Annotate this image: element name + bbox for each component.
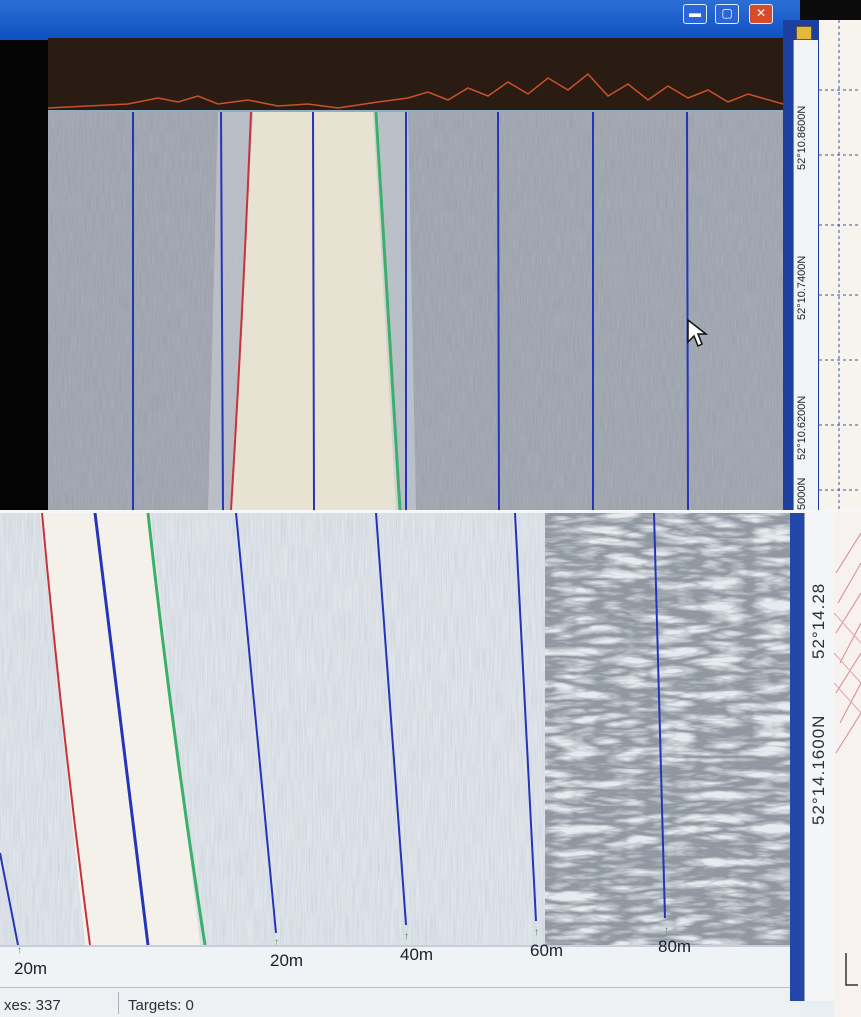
chart-side-panel-top [819,20,861,510]
status-bar: xes: 337 Targets: 0 [0,987,800,1017]
range-label: 20m [270,951,304,970]
port-bottom-line [230,112,252,510]
range-line [220,112,224,510]
status-separator [118,992,119,1014]
range-line [235,513,277,934]
depth-profile-strip [48,38,783,112]
latitude-label: 52°14.28 [809,582,828,659]
range-label: 40m [400,945,434,964]
port-bottom-line [41,513,91,945]
latitude-label: 52°10.7400N [796,255,808,320]
bottom-sonar-window: ↑ 20m ↑ 20m ↑ 40m ↑ 60m ↑ 80m xes: 337 T… [0,513,861,1017]
left-dark-border [0,0,48,510]
range-label: 60m [530,941,564,960]
range-line [375,513,407,926]
latitude-label: 52°10.8600N [796,105,808,170]
window-frame-right [790,513,804,1001]
latitude-label: 52°14.1600N [809,714,828,825]
latitude-ruler-bottom: 52°14.28 52°14.1600N [804,513,835,1001]
targets-count: Targets: 0 [128,997,194,1014]
range-label: 80m [658,937,692,956]
starboard-bottom-line [374,112,402,510]
ruler-corner-icon[interactable] [796,26,812,40]
range-line [312,112,315,510]
range-line [653,513,666,919]
range-line [497,112,500,510]
range-line [514,513,537,922]
range-line [686,112,689,510]
close-button[interactable]: ✕ [749,4,773,24]
range-label: 20m [14,959,48,978]
latitude-ruler-top: 52°10.8600N 52°10.7400N 52°10.6200N 5000… [793,40,818,510]
image-divider [0,510,861,513]
maximize-button[interactable]: ▢ [715,4,739,24]
sidescan-image-top [48,112,783,510]
range-line [93,513,150,945]
top-sonar-window: ▬ ▢ ✕ [0,0,861,510]
fixes-count: xes: 337 [4,997,61,1014]
profile-trace [48,72,783,109]
arrow-cursor-icon [687,318,708,348]
range-line [0,852,19,945]
sidescan-image-bottom [0,513,790,945]
latitude-label: 52°10.6200N [796,395,808,460]
latitude-label: 5000N [796,477,808,510]
chart-side-panel-bottom [834,513,861,1017]
minimize-button[interactable]: ▬ [683,4,707,24]
starboard-bottom-line [146,513,207,945]
window-titlebar[interactable]: ▬ ▢ ✕ [0,0,800,40]
